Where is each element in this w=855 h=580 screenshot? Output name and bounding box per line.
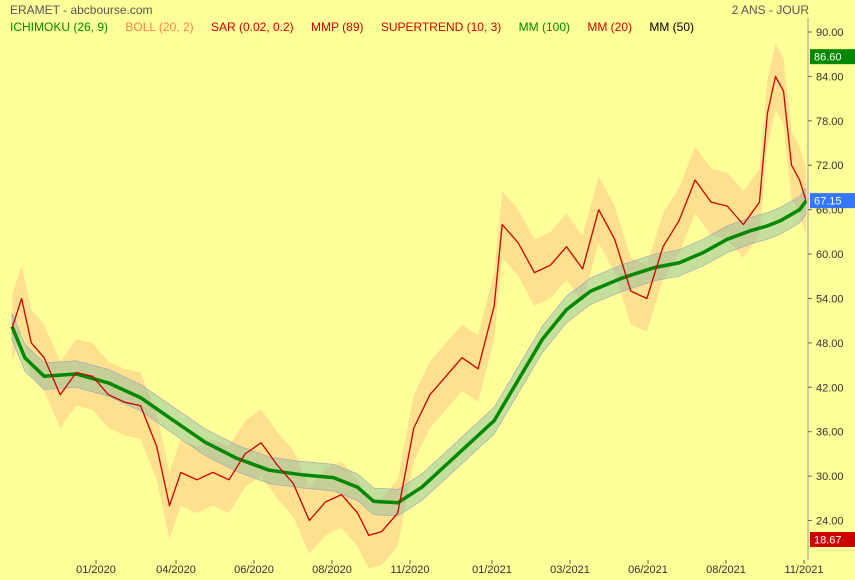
y-tick-label: 84.00 [816,71,844,83]
price-tag-label: 18.67 [814,535,842,547]
x-tick-label: 08/2021 [706,564,746,576]
y-tick-label: 90.00 [816,27,844,39]
price-tag: 86.60 [810,49,855,65]
series-line-mm100 [10,200,808,505]
y-tick-label: 60.00 [816,249,844,261]
y-tick-label: 72.00 [816,160,844,172]
y-tick-label: 48.00 [816,338,844,350]
y-tick-label: 42.00 [816,382,844,394]
y-tick-label: 30.00 [816,471,844,483]
price-tag-bg [810,49,855,65]
price-tag-bg [810,193,855,209]
x-tick-label: 01/2020 [76,564,116,576]
x-tick-label: 04/2020 [156,564,196,576]
legend-mmp: MMP (89) [311,20,364,34]
ichimoku-cloud [11,186,807,517]
x-tick-label: 06/2020 [234,564,274,576]
y-tick-label: 36.00 [816,427,844,439]
chart-title: ERAMET - abcbourse.com [10,3,153,17]
x-tick-label: 06/2021 [628,564,668,576]
bollinger-band [12,43,806,569]
chart-period: 2 ANS - JOUR [731,3,809,17]
x-tick-label: 08/2020 [312,564,352,576]
x-tick-label: 01/2021 [472,564,512,576]
price-tag-bg [810,532,855,547]
price-tag-label: 86.60 [814,52,842,64]
indicator-legend: ICHIMOKU (26, 9) BOLL (20, 2) SAR (0.02,… [10,20,708,34]
y-tick-label: 24.00 [816,516,844,528]
y-tick-label: 78.00 [816,116,844,128]
legend-mm50: MM (50) [649,20,695,34]
price-tag-label: 67.15 [814,196,842,208]
legend-sar: SAR (0.02, 0.2) [210,20,294,34]
x-tick-label: 11/2020 [391,564,430,576]
legend-mm20: MM (20) [587,20,633,34]
legend-supertrend: SUPERTREND (10, 3) [380,20,502,34]
price-tag: 67.15 [810,193,855,209]
series-line-price [11,75,807,537]
legend-mm100: MM (100) [518,20,570,34]
legend-boll: BOLL (20, 2) [125,20,194,34]
x-tick-label: 11/2021 [785,564,824,576]
price-tag: 18.67 [810,532,855,547]
legend-ichimoku: ICHIMOKU (26, 9) [10,20,109,34]
x-tick-label: 03/2021 [550,564,590,576]
y-tick-label: 54.00 [816,293,844,305]
